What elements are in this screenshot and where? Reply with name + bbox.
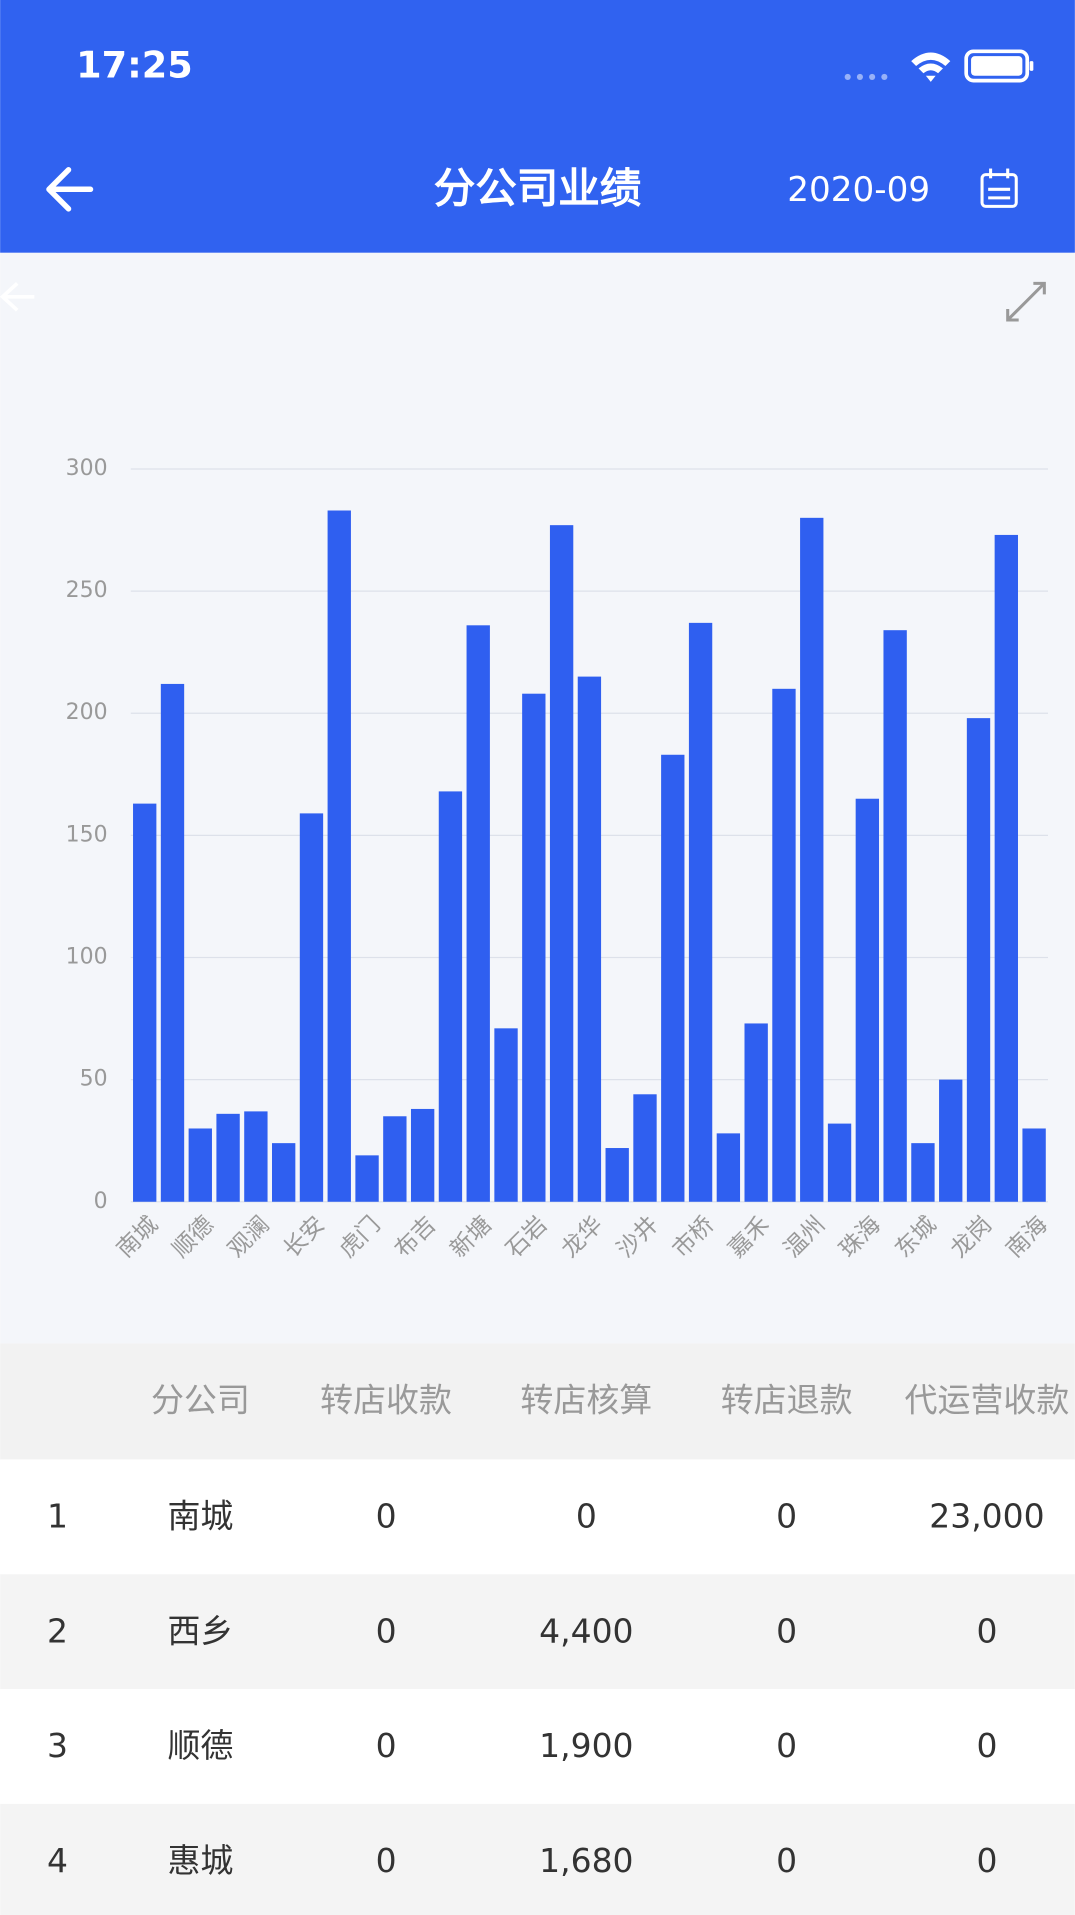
table-cell: 1,680 <box>539 1841 633 1880</box>
bar <box>160 683 185 1202</box>
table-cell: 0 <box>976 1726 997 1765</box>
page-title: 分公司业绩 <box>434 164 642 213</box>
column-header: 转店退款 <box>721 1381 853 1420</box>
table-cell: 3 <box>47 1726 68 1765</box>
bar <box>800 517 824 1202</box>
back-button[interactable] <box>46 167 94 212</box>
column-header: 代运营收款 <box>905 1381 1070 1420</box>
y-tick-label: 50 <box>80 1067 108 1092</box>
table-cell: 0 <box>576 1497 597 1536</box>
bar <box>744 1023 768 1202</box>
bar <box>605 1148 629 1202</box>
bar <box>939 1079 963 1202</box>
table-cell: 顺德 <box>167 1726 233 1765</box>
table-cell: 4 <box>47 1841 68 1880</box>
header-bar <box>0 0 1075 253</box>
table-cell: 0 <box>976 1841 997 1880</box>
y-tick-label: 0 <box>94 1189 108 1214</box>
table-cell: 惠城 <box>167 1841 233 1880</box>
table-cell: 南城 <box>167 1497 233 1536</box>
bar <box>410 1108 435 1202</box>
y-tick-label: 200 <box>66 700 108 725</box>
table-cell: 0 <box>776 1497 797 1536</box>
bar <box>549 525 574 1202</box>
chart-back[interactable] <box>0 281 35 312</box>
y-tick-label: 150 <box>66 822 108 847</box>
bar <box>855 798 880 1202</box>
bar <box>633 1094 657 1202</box>
bar <box>216 1113 240 1202</box>
column-header: 转店收款 <box>320 1381 452 1420</box>
table-row <box>0 1574 1075 1690</box>
bar <box>883 630 907 1202</box>
bar <box>466 625 490 1202</box>
bar <box>772 688 796 1202</box>
table-cell: 0 <box>976 1611 997 1650</box>
expand-button[interactable] <box>1006 281 1046 322</box>
bar <box>827 1123 852 1202</box>
table-cell: 0 <box>376 1497 397 1536</box>
table-cell: 0 <box>376 1611 397 1650</box>
status-time: 17:25 <box>76 44 193 87</box>
bar <box>966 718 991 1202</box>
table-cell: 0 <box>376 1726 397 1765</box>
bar <box>438 791 463 1202</box>
table-cell: 西乡 <box>167 1611 233 1650</box>
bar <box>994 534 1018 1202</box>
bar <box>133 803 157 1202</box>
y-tick-label: 250 <box>66 578 108 603</box>
table-cell: 1 <box>47 1497 68 1536</box>
y-tick-label: 100 <box>66 945 108 970</box>
table-cell: 0 <box>376 1841 397 1880</box>
table-cell: 0 <box>776 1726 797 1765</box>
table-cell: 23,000 <box>929 1497 1044 1536</box>
table-cell: 4,400 <box>539 1611 633 1650</box>
bar <box>716 1133 741 1202</box>
bar <box>244 1111 268 1202</box>
y-tick-label: 300 <box>66 456 108 481</box>
bar <box>1022 1128 1046 1202</box>
bar <box>355 1155 379 1202</box>
bar <box>688 622 713 1202</box>
bar <box>522 693 546 1202</box>
status-icons <box>844 49 1034 83</box>
bar <box>494 1028 518 1202</box>
data-table: 分公司 转店收款 转店核算 转店退款 代运营收款 1 南城 0 0 0 23,000 2 西乡 0 4,40… <box>0 1343 1075 1915</box>
bar <box>299 813 324 1202</box>
bar <box>661 754 685 1202</box>
table-row <box>0 1689 1075 1804</box>
bar <box>271 1143 296 1202</box>
bar <box>188 1128 212 1202</box>
column-header: 转店核算 <box>520 1381 652 1420</box>
table-cell: 2 <box>47 1611 68 1650</box>
table-header-bg <box>0 1343 1075 1460</box>
table-row <box>0 1803 1075 1915</box>
table-cell: 0 <box>776 1841 797 1880</box>
table-cell: 1,900 <box>539 1726 633 1765</box>
table-cell: 0 <box>776 1611 797 1650</box>
bar <box>383 1116 407 1202</box>
date-picker[interactable]: 2020-09 <box>787 170 930 210</box>
calendar-icon[interactable] <box>980 168 1018 208</box>
bar <box>327 510 351 1202</box>
bar <box>577 676 602 1202</box>
bar <box>911 1143 935 1202</box>
table-row <box>0 1459 1075 1575</box>
column-header: 分公司 <box>151 1381 250 1420</box>
